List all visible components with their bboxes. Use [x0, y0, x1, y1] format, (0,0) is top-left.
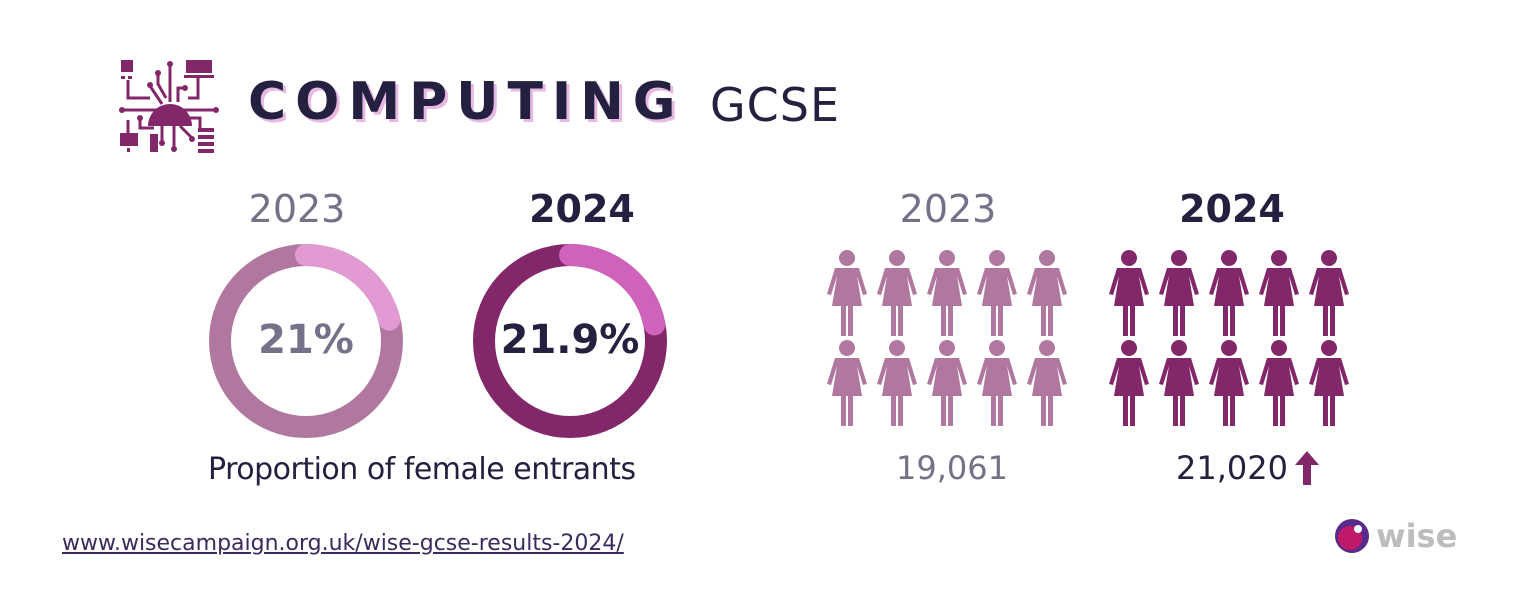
- wise-brand-text: wise: [1376, 517, 1458, 555]
- female-person-icon: [1254, 250, 1304, 340]
- entrants-count-2024: 21,020: [1176, 449, 1288, 487]
- female-person-icon: [872, 340, 922, 430]
- donut-value-2024: 21.9%: [500, 317, 640, 363]
- female-person-icon: [1204, 250, 1254, 340]
- up-arrow-icon: [1294, 450, 1320, 490]
- female-person-icon: [1304, 340, 1354, 430]
- female-person-icon: [972, 340, 1022, 430]
- female-person-icon: [972, 250, 1022, 340]
- wise-logo: wise: [1334, 518, 1457, 554]
- female-person-icon: [1022, 340, 1072, 430]
- female-person-icon: [922, 340, 972, 430]
- results-link[interactable]: www.wisecampaign.org.uk/wise-gcse-result…: [62, 531, 624, 556]
- year-label-2023: 2023: [248, 187, 346, 231]
- female-person-icon: [1304, 250, 1354, 340]
- donut-chart-2023: [206, 241, 406, 441]
- female-person-icon: [1154, 340, 1204, 430]
- female-person-icon: [922, 250, 972, 340]
- female-person-icon: [1104, 340, 1154, 430]
- circuit-brain-icon: [118, 58, 220, 156]
- donut-chart-2024: [470, 241, 670, 441]
- female-person-icon: [1254, 340, 1304, 430]
- female-person-icon: [1154, 250, 1204, 340]
- page-title: COMPUTING: [248, 72, 685, 132]
- donut-value-2023: 21%: [258, 317, 354, 363]
- year-label-2024: 2024: [529, 187, 635, 231]
- pictogram-2024: [1104, 250, 1354, 430]
- entrants-count-2023: 19,061: [896, 449, 1008, 487]
- female-person-icon: [1204, 340, 1254, 430]
- female-person-icon: [822, 250, 872, 340]
- wise-logo-icon: [1335, 519, 1369, 553]
- female-person-icon: [1104, 250, 1154, 340]
- female-person-icon: [1022, 250, 1072, 340]
- entrants-year-2024: 2024: [1179, 187, 1285, 231]
- page-subtitle: GCSE: [710, 78, 841, 132]
- pictogram-2023: [822, 250, 1072, 430]
- female-person-icon: [822, 340, 872, 430]
- female-person-icon: [872, 250, 922, 340]
- proportion-caption: Proportion of female entrants: [208, 452, 636, 487]
- entrants-year-2023: 2023: [899, 187, 997, 231]
